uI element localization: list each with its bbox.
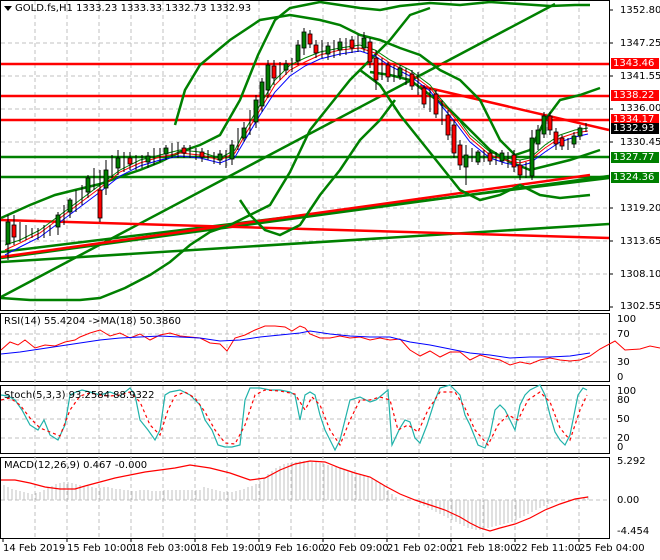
stoch-tick: 20	[617, 433, 630, 444]
rsi-tick: 70	[617, 329, 630, 340]
stoch-plot	[0, 384, 588, 452]
stoch-tick: 80	[617, 395, 630, 406]
price-tick: 1302.55	[620, 301, 660, 312]
price-tick: 1308.10	[620, 269, 660, 280]
macd-histogram	[3, 461, 589, 530]
price-tick: 1347.25	[620, 38, 660, 49]
rsi-panel-frame	[0, 313, 610, 382]
price-tick: 1330.45	[620, 137, 660, 148]
stoch-tick: 100	[617, 386, 637, 397]
time-tick: 22 Feb 11:00	[515, 543, 581, 554]
stoch-tick: 0	[617, 442, 624, 453]
resistance-lines[interactable]	[0, 62, 610, 259]
time-tick: 15 Feb 10:00	[67, 543, 133, 554]
macd-signal-line	[1, 460, 589, 532]
price-tick: 1336.00	[620, 103, 660, 114]
macd-tick: -4.454	[617, 526, 650, 537]
rsi-plot	[0, 325, 660, 366]
chart-title: GOLD.fs,H1 1333.23 1333.33 1332.73 1332.…	[4, 3, 251, 14]
price-tick: 1352.80	[620, 5, 660, 16]
trendlines[interactable]	[0, 2, 610, 299]
support-tag-1327: 1327.77	[611, 152, 659, 163]
time-tick: 20 Feb 09:00	[323, 543, 389, 554]
macd-tick: 0.00	[617, 495, 640, 506]
macd-label: MACD(12,26,9) 0.467 -0.000	[4, 460, 148, 471]
rsi-label: RSI(14) 55.4204 ->MA(18) 50.3860	[4, 316, 181, 327]
main-panel-frame	[0, 0, 610, 311]
price-tick: 1341.55	[620, 71, 660, 82]
macd-panel-frame	[0, 457, 610, 539]
high-value: 1333.33	[120, 3, 162, 14]
resistance-tag-1343: 1343.46	[611, 58, 659, 69]
time-tick: 18 Feb 03:00	[131, 543, 197, 554]
dropdown-triangle-icon[interactable]	[4, 5, 12, 11]
stoch-label: Stoch(5,3,3) 93.2584 88.9322	[4, 390, 155, 401]
time-tick: 18 Feb 19:00	[195, 543, 261, 554]
macd-tick: 5.292	[617, 456, 646, 467]
stoch-tick: 50	[617, 414, 630, 425]
time-tick: 19 Feb 16:00	[259, 543, 325, 554]
rsi-tick: 0	[617, 372, 624, 383]
time-tick: 21 Feb 18:00	[451, 543, 517, 554]
rsi-tick: 100	[617, 314, 637, 325]
axis-ticks	[2, 9, 613, 542]
symbol-label: GOLD.fs,H1	[15, 3, 73, 14]
low-value: 1332.73	[165, 3, 207, 14]
candlesticks	[5, 28, 587, 260]
close-value: 1332.93	[209, 3, 252, 14]
grid	[1, 1, 609, 538]
stoch-panel-frame	[0, 385, 610, 454]
rsi-tick: 30	[617, 357, 630, 368]
price-tick: 1313.65	[620, 236, 660, 247]
open-value: 1333.23	[76, 3, 118, 14]
resistance-tag-1334: 1334.17	[611, 114, 659, 125]
time-tick: 14 Feb 2019	[3, 543, 66, 554]
resistance-tag-1338: 1338.22	[611, 90, 659, 101]
time-tick: 21 Feb 02:00	[387, 543, 453, 554]
time-tick: 25 Feb 04:00	[579, 543, 645, 554]
price-tick: 1319.20	[620, 203, 660, 214]
support-tag-1324: 1324.36	[611, 172, 659, 183]
current-price-tag: 1332.93	[611, 123, 659, 134]
